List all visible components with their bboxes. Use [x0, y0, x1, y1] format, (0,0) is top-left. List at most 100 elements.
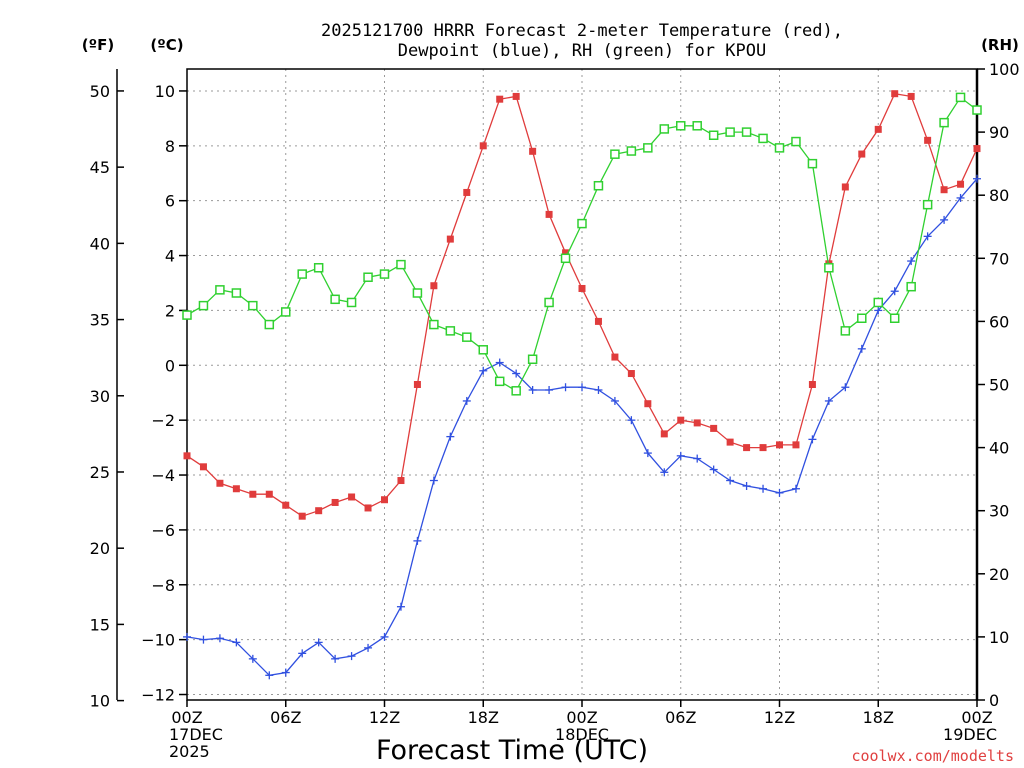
- temperature-point: [578, 284, 586, 292]
- time-tick-label: 06Z: [665, 708, 696, 727]
- dewpoint-point: [791, 484, 800, 493]
- temperature-point: [693, 419, 701, 427]
- rh-point: [725, 127, 735, 137]
- time-tick-label: 19DEC: [943, 725, 997, 744]
- dewpoint-point: [627, 416, 636, 425]
- temperature-point: [315, 507, 323, 515]
- fahrenheit-tick-label: 50: [90, 82, 110, 101]
- temperature-point: [957, 180, 965, 188]
- temperature-point: [348, 493, 356, 501]
- temperature-point: [199, 463, 207, 471]
- dewpoint-point: [364, 643, 373, 652]
- rh-point: [873, 297, 883, 308]
- chart-title-line-2: Dewpoint (blue), RH (green) for KPOU: [398, 41, 766, 61]
- dewpoint-point: [956, 193, 965, 202]
- temperature-point: [232, 485, 240, 493]
- rh-tick-label: 40: [989, 439, 1009, 458]
- rh-point: [363, 272, 373, 282]
- dewpoint-point: [561, 383, 570, 392]
- rh-point: [412, 288, 423, 298]
- celsius-tick-label: 6: [165, 192, 175, 211]
- time-tick-label: 12Z: [764, 708, 795, 727]
- dewpoint-point: [248, 654, 257, 663]
- dewpoint-point: [742, 482, 751, 491]
- time-tick-label: 06Z: [270, 708, 301, 727]
- temperature-point: [562, 249, 570, 257]
- rh-point: [692, 121, 702, 131]
- rh-point: [198, 300, 209, 311]
- rh-point: [527, 354, 538, 365]
- temperature-point: [265, 490, 273, 498]
- dewpoint-point: [676, 451, 685, 460]
- rh-point: [429, 319, 439, 330]
- rh-tick-label: 10: [989, 628, 1009, 647]
- rh-point: [741, 127, 752, 137]
- rh-point: [281, 307, 291, 317]
- dewpoint-point: [545, 385, 554, 394]
- dewpoint-point: [396, 602, 405, 611]
- temperature-point: [512, 92, 520, 100]
- time-tick-label: 00Z: [961, 708, 992, 727]
- temperature-point: [644, 400, 652, 408]
- temperature-point: [529, 147, 537, 155]
- unit-label-fahrenheit: (ºF): [82, 36, 114, 54]
- rh-point: [478, 345, 488, 355]
- rh-point: [659, 124, 670, 134]
- fahrenheit-tick-label: 45: [90, 158, 110, 177]
- dewpoint-point: [759, 484, 768, 493]
- rh-point: [774, 143, 785, 153]
- dewpoint-point: [923, 232, 932, 241]
- dewpoint-point: [479, 366, 488, 375]
- dewpoint-point: [775, 488, 784, 497]
- temperature-point: [776, 441, 783, 449]
- time-tick-label: 12Z: [369, 708, 400, 727]
- rh-tick-label: 50: [989, 376, 1009, 395]
- celsius-tick-label: −6: [151, 521, 175, 540]
- temperature-point: [594, 317, 602, 325]
- temperature-point: [874, 125, 882, 133]
- rh-point: [906, 281, 916, 292]
- dewpoint-series: [183, 174, 981, 680]
- temperature-point: [858, 150, 866, 158]
- celsius-axis-ticks: 10 8 6 4 2 0 −2 −4 −6 −8 −10 −12: [141, 82, 187, 705]
- fahrenheit-tick-label: 35: [90, 311, 110, 330]
- rh-point: [972, 105, 982, 115]
- fahrenheit-tick-label: 10: [90, 692, 110, 711]
- rh-point: [445, 326, 456, 336]
- temperature-point: [298, 512, 306, 520]
- temperature-point: [759, 444, 767, 452]
- dewpoint-point: [643, 449, 652, 458]
- unit-label-celsius: (ºC): [150, 36, 183, 54]
- rh-point: [889, 313, 900, 323]
- celsius-tick-label: −10: [141, 631, 175, 650]
- temperature-point: [397, 477, 405, 485]
- temperature-point: [710, 424, 718, 432]
- rh-point: [248, 300, 258, 311]
- rh-point: [939, 117, 949, 128]
- temperature-point: [496, 95, 504, 103]
- temperature-point: [808, 381, 816, 388]
- rh-point: [676, 121, 686, 131]
- temperature-point: [841, 183, 849, 191]
- dewpoint-point: [660, 468, 669, 477]
- dewpoint-point: [594, 385, 603, 394]
- temperature-point: [924, 136, 932, 144]
- rh-point: [494, 376, 505, 387]
- chart-title-line-1: 2025121700 HRRR Forecast 2-meter Tempera…: [321, 21, 843, 41]
- dewpoint-point: [331, 654, 340, 663]
- rh-point: [379, 269, 390, 279]
- dewpoint-point: [610, 396, 619, 405]
- dewpoint-point: [973, 174, 981, 183]
- rh-point: [560, 253, 571, 264]
- dewpoint-point: [495, 358, 504, 367]
- temperature-point: [907, 92, 915, 100]
- dewpoint-point: [709, 465, 718, 474]
- temperature-point: [413, 381, 421, 388]
- dewpoint-point: [907, 257, 916, 266]
- time-tick-label: 18Z: [468, 708, 499, 727]
- dewpoint-point: [446, 432, 455, 441]
- time-tick-label: 18Z: [863, 708, 894, 727]
- dewpoint-point: [380, 632, 389, 641]
- time-tick-label: 18DEC: [555, 725, 609, 744]
